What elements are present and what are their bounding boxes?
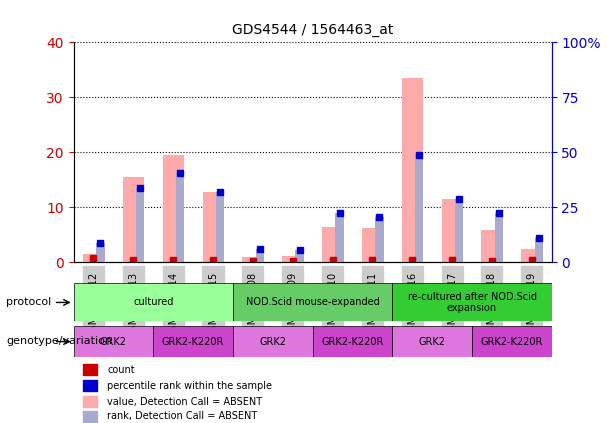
Bar	[256, 248, 264, 262]
Text: rank, Detection Call = ABSENT: rank, Detection Call = ABSENT	[107, 411, 257, 421]
Bar	[402, 78, 423, 262]
Bar	[202, 192, 224, 262]
Bar	[176, 173, 185, 262]
FancyBboxPatch shape	[313, 326, 392, 357]
Bar	[455, 199, 463, 262]
FancyBboxPatch shape	[74, 283, 233, 321]
Text: GRK2-K220R: GRK2-K220R	[481, 337, 543, 346]
Text: GRK2: GRK2	[259, 337, 286, 346]
Text: GRK2: GRK2	[419, 337, 446, 346]
Bar	[136, 188, 145, 262]
Text: GRK2-K220R: GRK2-K220R	[162, 337, 224, 346]
Text: GRK2: GRK2	[100, 337, 127, 346]
Text: protocol: protocol	[6, 297, 51, 308]
FancyBboxPatch shape	[233, 326, 313, 357]
FancyBboxPatch shape	[233, 283, 392, 321]
Bar	[123, 177, 144, 262]
Bar	[495, 213, 503, 262]
Bar	[242, 257, 264, 262]
Title: GDS4544 / 1564463_at: GDS4544 / 1564463_at	[232, 23, 394, 37]
Bar	[282, 255, 303, 262]
Bar	[216, 192, 224, 262]
Bar	[335, 213, 344, 262]
Text: percentile rank within the sample: percentile rank within the sample	[107, 381, 272, 390]
FancyBboxPatch shape	[153, 326, 233, 357]
FancyBboxPatch shape	[392, 326, 472, 357]
Bar	[375, 217, 384, 262]
Bar	[83, 254, 104, 262]
FancyBboxPatch shape	[392, 283, 552, 321]
Text: GRK2-K220R: GRK2-K220R	[321, 337, 384, 346]
Bar	[96, 243, 105, 262]
Bar	[521, 248, 543, 262]
Bar	[415, 155, 424, 262]
Text: re-cultured after NOD.Scid
expansion: re-cultured after NOD.Scid expansion	[408, 291, 536, 313]
Bar	[83, 380, 97, 391]
Text: cultured: cultured	[133, 297, 173, 308]
Bar	[362, 228, 383, 262]
Bar	[83, 396, 97, 407]
Bar	[322, 227, 343, 262]
FancyBboxPatch shape	[74, 326, 153, 357]
Bar	[441, 199, 463, 262]
Bar	[481, 231, 503, 262]
Bar	[162, 155, 184, 262]
Text: count: count	[107, 365, 135, 375]
Text: value, Detection Call = ABSENT: value, Detection Call = ABSENT	[107, 396, 262, 407]
Bar	[535, 238, 543, 262]
Text: NOD.Scid mouse-expanded: NOD.Scid mouse-expanded	[246, 297, 379, 308]
Text: genotype/variation: genotype/variation	[6, 335, 112, 346]
Bar	[83, 411, 97, 422]
FancyBboxPatch shape	[472, 326, 552, 357]
Bar	[83, 364, 97, 375]
Bar	[295, 250, 304, 262]
